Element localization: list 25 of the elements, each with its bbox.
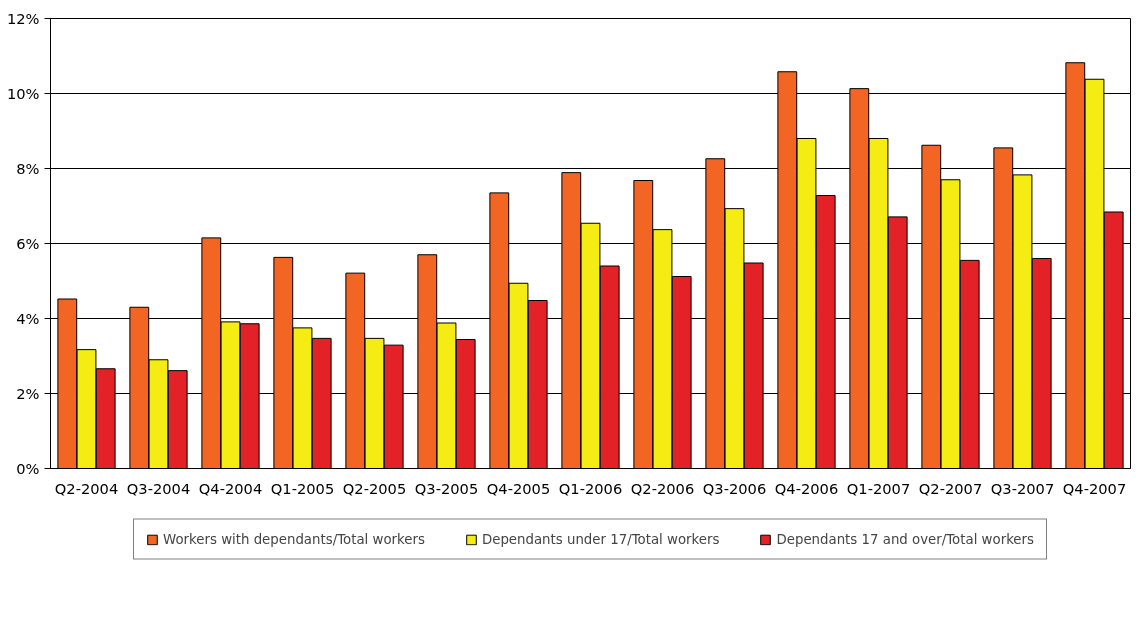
x-tick-label: Q2-2007 bbox=[918, 479, 983, 497]
y-tick-label: 12% bbox=[6, 10, 40, 27]
x-tick-label: Q1-2007 bbox=[846, 479, 911, 497]
x-tick-label: Q4-2006 bbox=[774, 479, 839, 497]
x-tick-label: Q1-2006 bbox=[558, 479, 623, 497]
legend-label: Workers with dependants/Total workers bbox=[162, 531, 425, 547]
x-tick-label: Q1-2005 bbox=[270, 479, 335, 497]
x-tick-label: Q2-2006 bbox=[630, 479, 695, 497]
x-tick-label: Q3-2004 bbox=[126, 479, 191, 497]
x-tick-label: Q3-2006 bbox=[702, 479, 767, 497]
x-tick-label: Q3-2005 bbox=[414, 479, 479, 497]
x-tick-label: Q4-2004 bbox=[198, 479, 263, 497]
y-tick-label: 2% bbox=[16, 385, 40, 402]
y-tick-label: 4% bbox=[16, 310, 40, 327]
x-tick-label: Q2-2005 bbox=[342, 479, 407, 497]
x-tick-label: Q3-2007 bbox=[990, 479, 1055, 497]
legend-label: Dependants 17 and over/Total workers bbox=[776, 531, 1035, 547]
y-tick-label: 8% bbox=[16, 160, 40, 177]
y-tick-label: 10% bbox=[6, 85, 40, 102]
y-tick-label: 6% bbox=[16, 235, 40, 252]
x-tick-label: Q2-2004 bbox=[54, 479, 119, 497]
legend-label: Dependants under 17/Total workers bbox=[481, 531, 720, 547]
x-tick-label: Q4-2007 bbox=[1062, 479, 1127, 497]
x-tick-label: Q4-2005 bbox=[486, 479, 551, 497]
y-tick-label: 0% bbox=[16, 460, 40, 477]
